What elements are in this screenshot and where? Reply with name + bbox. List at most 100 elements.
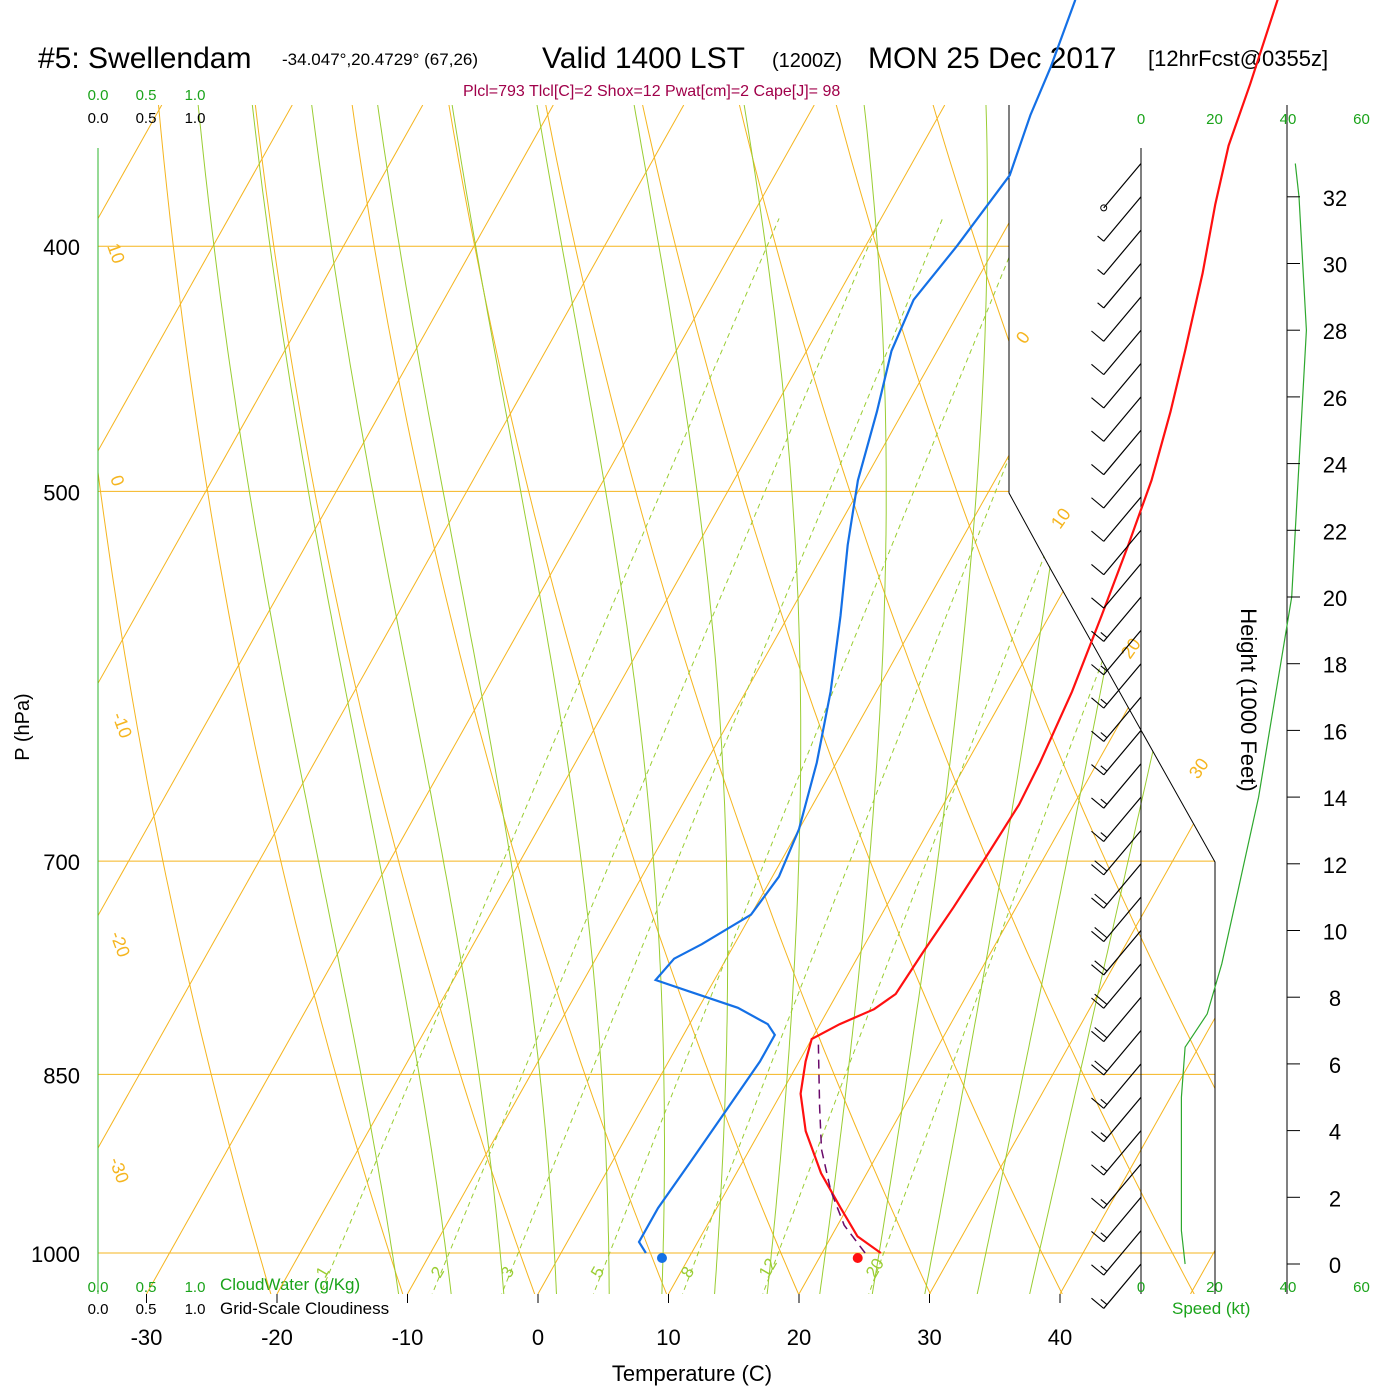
isotherm-line xyxy=(1059,105,1215,1294)
x-tick-label: -30 xyxy=(131,1325,163,1350)
x-tick-label: 20 xyxy=(787,1325,811,1350)
cloud-scale-top-black: 0.5 xyxy=(136,110,157,127)
wind-barb xyxy=(1091,963,1142,1009)
speed-scale-bottom: 20 xyxy=(1206,1279,1223,1296)
isotherm-label: 30 xyxy=(1185,754,1213,782)
cloudwater-legend: CloudWater (g/Kg) xyxy=(220,1275,360,1294)
isotherm-line xyxy=(407,105,1076,1294)
dry-adiabat xyxy=(220,105,540,1294)
cloud-scale-bottom-green: 0.0 xyxy=(88,1279,109,1296)
cloud-scale-top-black: 1.0 xyxy=(185,110,206,127)
wind-barb xyxy=(1091,563,1142,609)
wind-barb xyxy=(1091,429,1142,476)
height-tick-label: 0 xyxy=(1329,1253,1341,1278)
p-tick-label: 400 xyxy=(43,235,80,260)
valid-time: Valid 1400 LST xyxy=(542,42,745,75)
surface-dewpoint-dot xyxy=(656,1253,667,1263)
moist-adiabat xyxy=(403,105,610,1294)
dewpoint-line xyxy=(637,0,1077,1254)
p-tick-label: 500 xyxy=(43,480,80,505)
wind-barb xyxy=(1091,396,1142,442)
mixing-ratio-line xyxy=(863,218,1215,1294)
cloud-scale-top-black: 0.0 xyxy=(88,110,109,127)
wind-barb xyxy=(1091,1030,1142,1076)
moist-adiabat xyxy=(275,105,506,1294)
mixing-ratio-label: 2 xyxy=(427,1263,448,1281)
height-tick-label: 6 xyxy=(1329,1053,1341,1078)
cloud-scale-top-green: 0.0 xyxy=(88,87,109,104)
moist-adiabat xyxy=(681,105,802,1294)
isotherm-line xyxy=(98,105,293,1294)
temperature-line xyxy=(799,0,1279,1254)
wind-barb xyxy=(1091,463,1142,509)
cloudiness-legend: Grid-Scale Cloudiness xyxy=(220,1299,389,1318)
cloud-scale-bottom-black: 0.5 xyxy=(136,1301,157,1318)
surface-temp-dot xyxy=(852,1253,863,1263)
wind-barb xyxy=(1091,1063,1142,1109)
height-tick-label: 20 xyxy=(1323,586,1347,611)
height-tick-label: 18 xyxy=(1323,653,1347,678)
wind-barb xyxy=(1091,329,1142,376)
cloud-scale-bottom-green: 1.0 xyxy=(185,1279,206,1296)
isotherm-label: 10 xyxy=(1047,504,1075,532)
wind-barb xyxy=(1097,196,1142,242)
p-tick-label: 850 xyxy=(43,1063,80,1088)
height-tick-label: 26 xyxy=(1323,386,1347,411)
height-tick-label: 2 xyxy=(1329,1186,1341,1211)
mixing-ratio-line xyxy=(588,218,1026,1294)
isotherm-line xyxy=(668,105,1215,1294)
p-tick-label: 1000 xyxy=(31,1242,80,1267)
wind-barb xyxy=(1091,830,1142,876)
moist-adiabat xyxy=(808,105,887,1294)
isotherm-label: -30 xyxy=(105,1155,133,1186)
height-tick-label: 30 xyxy=(1323,253,1347,278)
wind-barb xyxy=(1097,263,1142,309)
mixing-ratio-label: 3 xyxy=(497,1263,518,1281)
wind-barb xyxy=(1091,1230,1142,1276)
wind-barb xyxy=(1091,930,1142,976)
dry-adiabat xyxy=(1175,105,1215,1294)
moist-adiabat xyxy=(869,105,988,1294)
isotherm-line xyxy=(537,105,1207,1294)
mixing-ratio-line xyxy=(426,218,881,1294)
speed-scale-bottom: 40 xyxy=(1280,1279,1297,1296)
wind-barb xyxy=(1100,163,1142,212)
wind-barb xyxy=(1091,629,1142,676)
wind-barb xyxy=(1091,863,1142,909)
height-tick-label: 4 xyxy=(1329,1120,1341,1145)
mixing-ratio-line xyxy=(757,218,1177,1294)
dry-adiabat xyxy=(307,105,673,1294)
moist-adiabat xyxy=(335,105,558,1294)
moist-adiabat xyxy=(482,105,665,1294)
valid-zulu: (1200Z) xyxy=(772,50,843,72)
speed-scale-top: 40 xyxy=(1280,111,1297,128)
isotherm-line xyxy=(929,105,1215,1294)
height-tick-label: 16 xyxy=(1323,719,1347,744)
cloud-scale-bottom-green: 0.5 xyxy=(136,1279,157,1296)
wind-barb xyxy=(1091,1130,1142,1176)
x-tick-label: 10 xyxy=(656,1325,680,1350)
dry-adiabat xyxy=(393,105,805,1294)
speed-scale-bottom: 0 xyxy=(1137,1279,1145,1296)
wind-barb xyxy=(1091,796,1142,842)
speed-scale-top: 60 xyxy=(1353,111,1370,128)
dry-adiabat xyxy=(1349,0,1400,1307)
x-tick-label: 0 xyxy=(532,1325,544,1350)
mixing-ratio-line xyxy=(496,218,944,1294)
parcel-path xyxy=(817,1038,866,1254)
dry-adiabat xyxy=(133,105,408,1294)
x-tick-label: 30 xyxy=(917,1325,941,1350)
plot-frame xyxy=(1008,105,1216,1294)
moist-adiabat xyxy=(573,105,729,1294)
isotherm-label: -20 xyxy=(106,929,134,960)
isotherm-line xyxy=(1190,105,1215,1294)
speed-scale-bottom: 60 xyxy=(1353,1279,1370,1296)
height-tick-label: 32 xyxy=(1323,186,1347,211)
moist-adiabat xyxy=(172,105,401,1294)
y-axis-title: P (hPa) xyxy=(12,693,34,760)
moist-adiabat xyxy=(1026,105,1215,1294)
mixing-ratio-label: 12 xyxy=(755,1255,781,1281)
dry-adiabat xyxy=(567,105,1070,1294)
dry-adiabat xyxy=(480,105,937,1294)
